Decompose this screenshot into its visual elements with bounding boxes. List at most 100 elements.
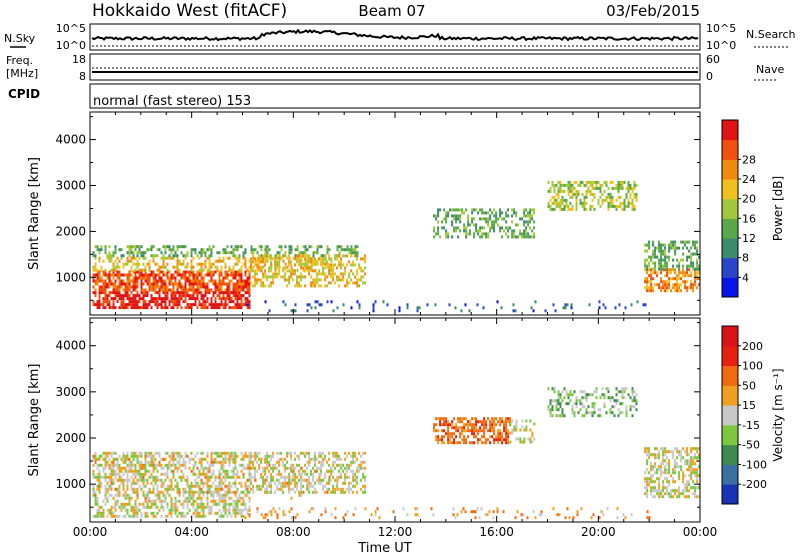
heatmap-cell	[514, 309, 517, 313]
heatmap-cell	[136, 270, 139, 274]
heatmap-cell	[242, 256, 245, 260]
heatmap-cell	[654, 261, 657, 265]
heatmap-cell	[284, 254, 287, 258]
heatmap-cell	[122, 472, 125, 476]
heatmap-cell	[443, 441, 446, 445]
heatmap-cell	[692, 462, 695, 466]
heatmap-cell	[144, 300, 147, 304]
heatmap-cell	[92, 291, 95, 295]
heatmap-cell	[174, 463, 177, 467]
heatmap-cell	[658, 456, 661, 460]
heatmap-cell	[286, 269, 289, 273]
heatmap-cell	[268, 309, 271, 313]
heatmap-cell	[130, 460, 133, 464]
heatmap-cell	[575, 195, 578, 199]
heatmap-cell	[538, 513, 541, 517]
heatmap-cell	[164, 265, 167, 269]
heatmap-cell	[272, 478, 275, 482]
heatmap-cell	[290, 251, 293, 255]
heatmap-cell	[511, 214, 514, 218]
heatmap-cell	[338, 260, 341, 264]
heatmap-cell	[688, 489, 691, 493]
heatmap-cell	[567, 192, 570, 196]
heatmap-cell	[348, 275, 351, 279]
heatmap-cell	[326, 262, 329, 266]
heatmap-cell	[218, 487, 221, 491]
heatmap-cell	[360, 478, 363, 482]
heatmap-cell	[609, 411, 612, 415]
heatmap-cell	[680, 492, 683, 496]
heatmap-cell	[94, 268, 97, 272]
heatmap-cell	[182, 487, 185, 491]
heatmap-cell	[362, 466, 365, 470]
heatmap-cell	[304, 275, 307, 279]
heatmap-cell	[503, 426, 506, 430]
heatmap-cell	[228, 481, 231, 485]
heatmap-cell	[100, 454, 103, 458]
heatmap-cell	[286, 475, 289, 479]
heatmap-cell	[595, 396, 598, 400]
heatmap-cell	[212, 457, 215, 461]
heatmap-cell	[98, 514, 101, 518]
heatmap-cell	[94, 499, 97, 503]
heatmap-cell	[350, 263, 353, 267]
heatmap-cell	[186, 270, 189, 274]
heatmap-cell	[270, 484, 273, 488]
heatmap-cell	[483, 429, 486, 433]
heatmap-cell	[176, 259, 179, 263]
heatmap-cell	[644, 477, 647, 481]
heatmap-cell	[168, 484, 171, 488]
heatmap-cell	[489, 423, 492, 427]
heatmap-cell	[196, 279, 199, 283]
heatmap-cell	[491, 420, 494, 424]
heatmap-cell	[206, 484, 209, 488]
heatmap-cell	[312, 281, 315, 285]
heatmap-cell	[654, 255, 657, 259]
heatmap-cell	[593, 207, 596, 211]
heatmap-cell	[276, 263, 279, 267]
heatmap-cell	[328, 463, 331, 467]
heatmap-cell	[278, 263, 281, 267]
heatmap-cell	[688, 495, 691, 499]
colorbar-swatch	[722, 257, 738, 278]
heatmap-cell	[310, 284, 313, 288]
heatmap-cell	[599, 396, 602, 400]
heatmap-cell	[306, 466, 309, 470]
heatmap-cell	[96, 496, 99, 500]
heatmap-cell	[662, 283, 665, 287]
heatmap-cell	[242, 514, 245, 518]
heatmap-cell	[170, 484, 173, 488]
heatmap-cell	[648, 240, 651, 244]
heatmap-cell	[364, 466, 367, 470]
heatmap-cell	[146, 478, 149, 482]
heatmap-cell	[134, 454, 137, 458]
heatmap-cell	[278, 457, 281, 461]
heatmap-cell	[690, 465, 693, 469]
heatmap-cell	[152, 502, 155, 506]
heatmap-cell	[190, 294, 193, 298]
heatmap-cell	[463, 429, 466, 433]
heatmap-cell	[118, 288, 121, 292]
heatmap-cell	[611, 186, 614, 190]
heatmap-cell	[136, 481, 139, 485]
heatmap-cell	[132, 282, 135, 286]
heatmap-cell	[198, 487, 201, 491]
heatmap-cell	[224, 454, 227, 458]
heatmap-cell	[350, 269, 353, 273]
heatmap-cell	[531, 217, 534, 221]
heatmap-cell	[306, 248, 309, 252]
heatmap-cell	[437, 417, 440, 421]
heatmap-cell	[184, 300, 187, 304]
heatmap-cell	[126, 472, 129, 476]
heatmap-cell	[459, 217, 462, 221]
heatmap-cell	[118, 478, 121, 482]
heatmap-cell	[226, 457, 229, 461]
heatmap-cell	[336, 481, 339, 485]
heatmap-cell	[226, 514, 229, 518]
heatmap-cell	[192, 484, 195, 488]
heatmap-cell	[662, 267, 665, 271]
heatmap-cell	[682, 492, 685, 496]
heatmap-cell	[268, 454, 271, 458]
heatmap-cell	[156, 306, 159, 310]
heatmap-cell	[290, 496, 293, 500]
